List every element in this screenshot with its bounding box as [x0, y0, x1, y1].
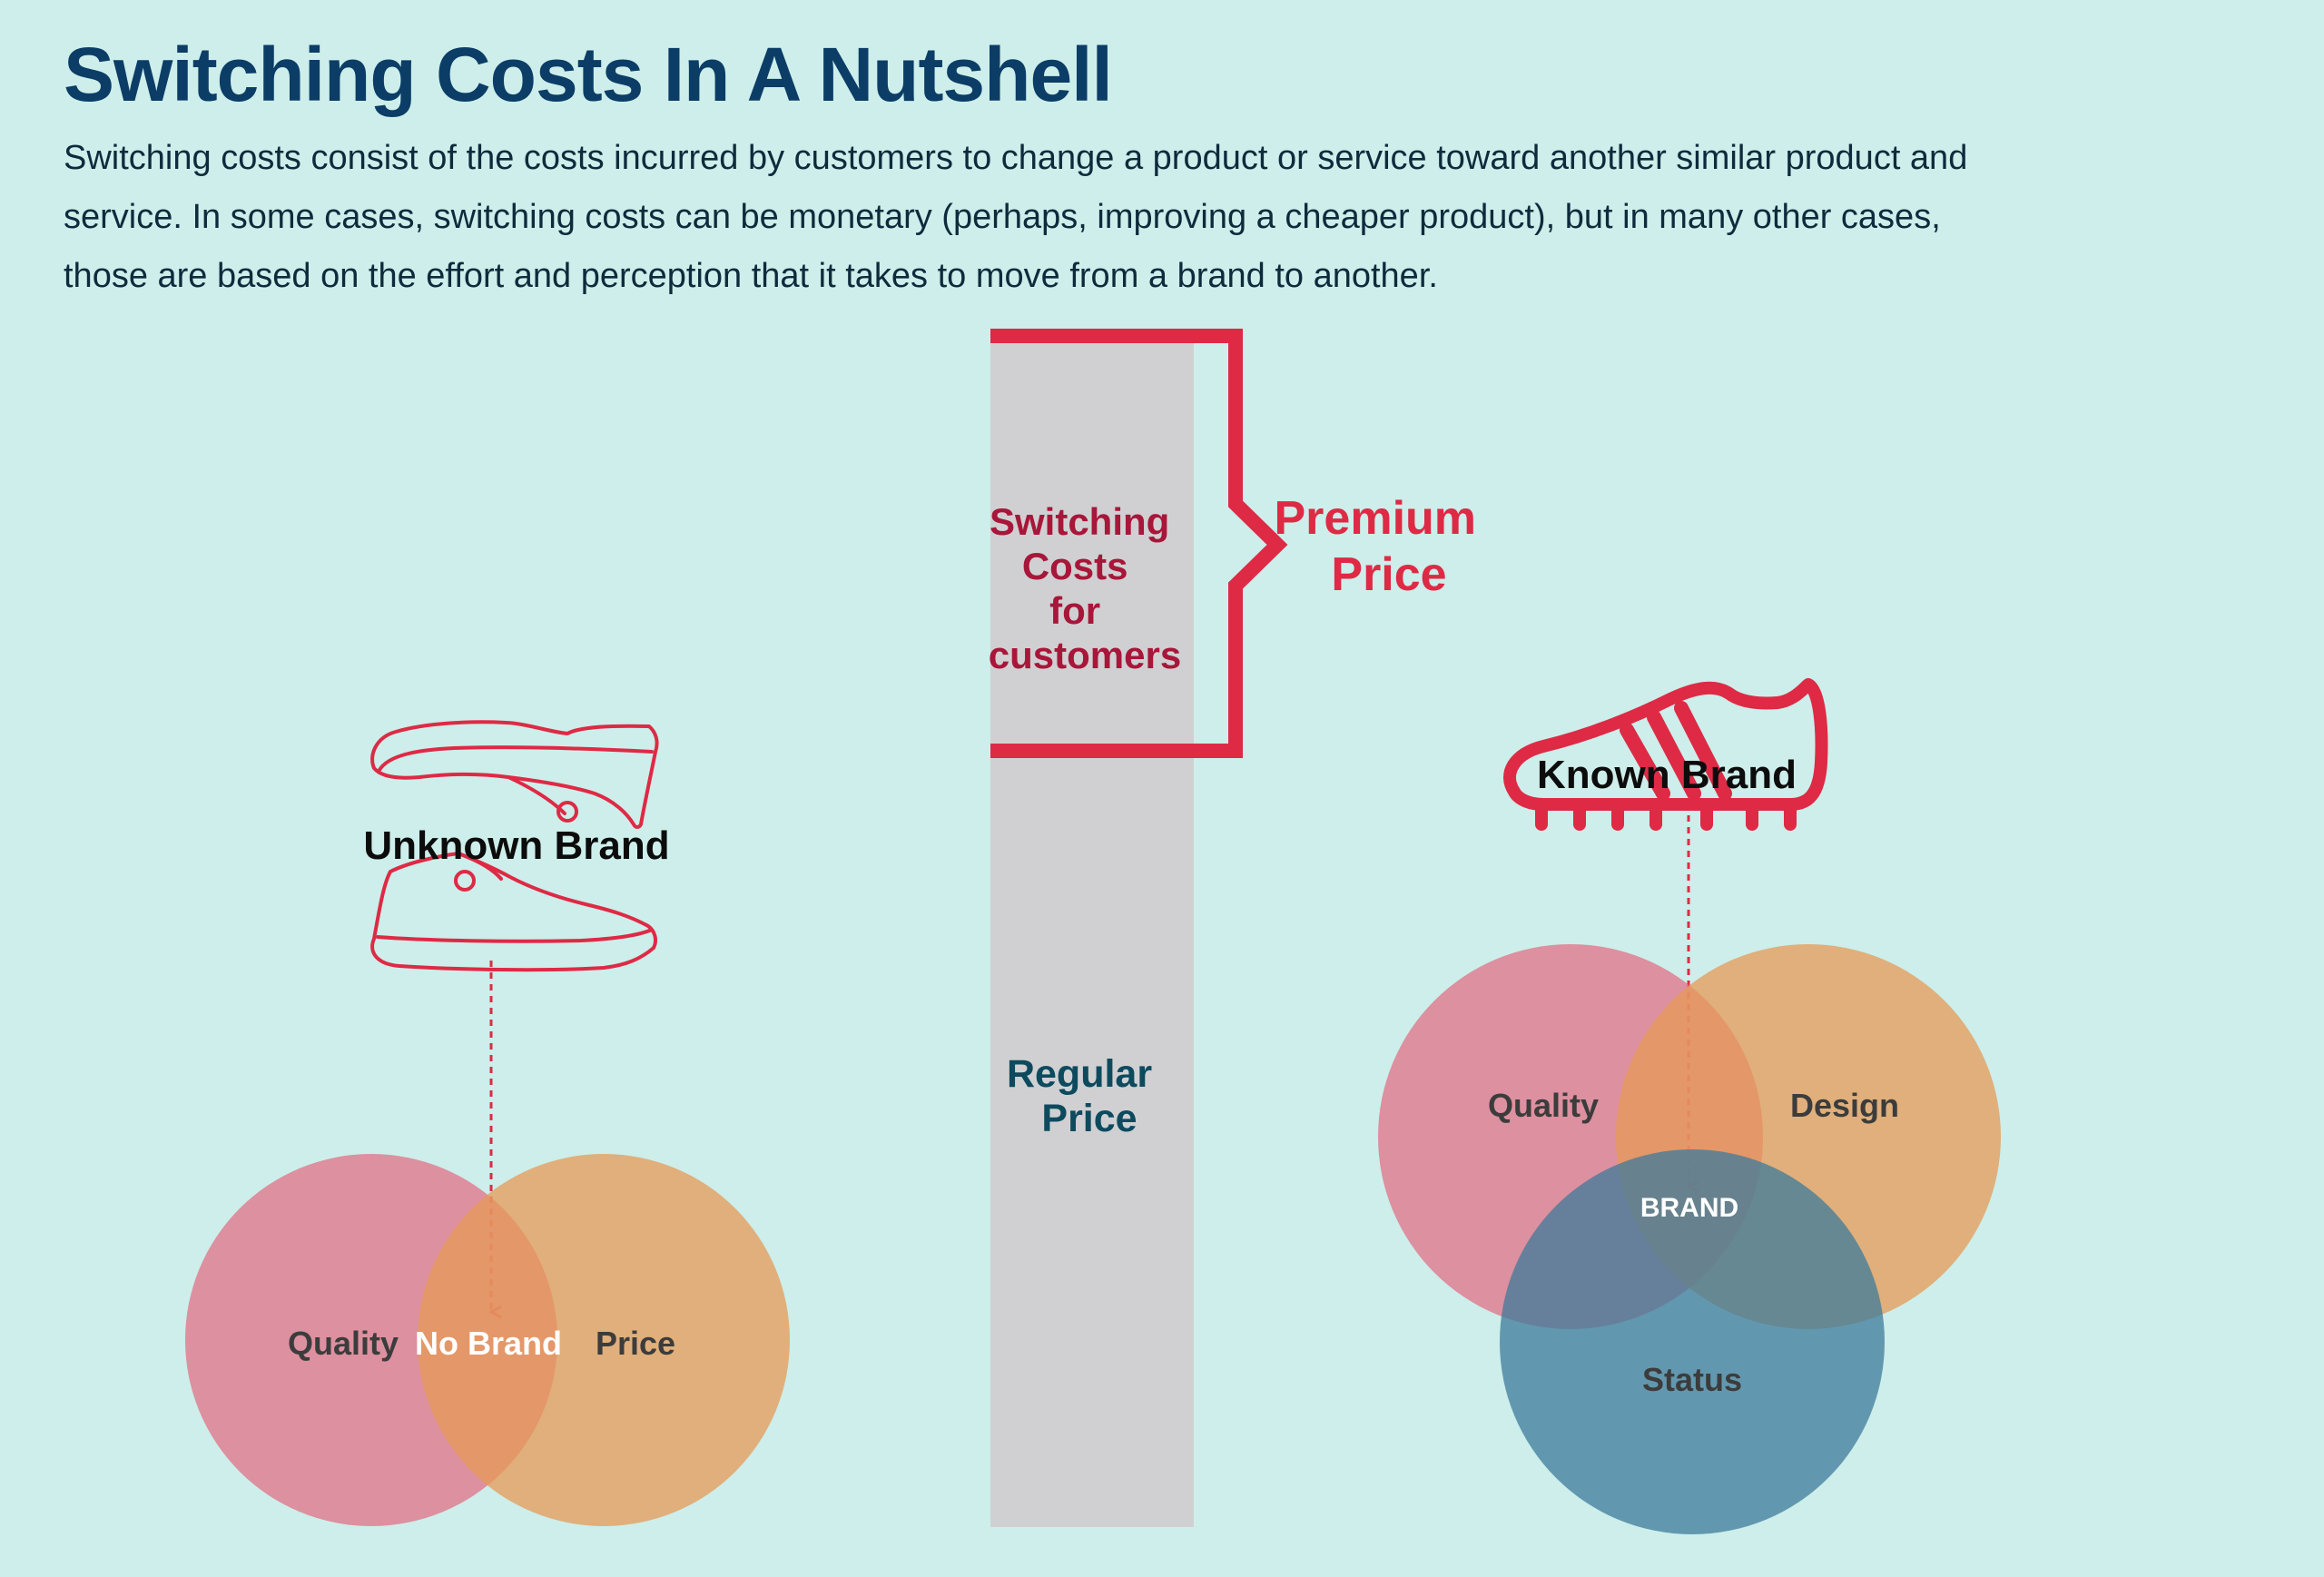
page-title: Switching Costs In A Nutshell [64, 32, 1113, 117]
sneaker-outline-icon [370, 720, 659, 972]
unknown-brand-venn: Quality No Brand Price [185, 1154, 790, 1526]
known-brand-group: Known Brand Quality Design Status BRAND [1378, 678, 2001, 1534]
price-bar: Switching Costs for customers Premium Pr… [989, 329, 1490, 1527]
regular-price-label: Regular Price [1007, 1052, 1163, 1140]
football-boot-icon [1503, 678, 1828, 831]
venn-label-quality: Quality [288, 1325, 399, 1362]
venn-circle-price [418, 1154, 790, 1526]
venn-label-no-brand: No Brand [415, 1325, 562, 1362]
unknown-brand-group: Unknown Brand Quality No Brand Price [185, 720, 790, 1526]
venn-label-brand: BRAND [1640, 1193, 1738, 1223]
venn-circle-status [1500, 1149, 1885, 1534]
known-brand-venn: Quality Design Status BRAND [1378, 944, 2001, 1534]
venn-label-design: Design [1790, 1087, 1899, 1124]
venn-label-quality: Quality [1488, 1087, 1599, 1124]
known-brand-label: Known Brand [1537, 753, 1797, 797]
venn-label-status: Status [1642, 1361, 1742, 1398]
venn-label-price: Price [596, 1325, 675, 1362]
premium-price-label: Premium Price [1275, 492, 1490, 601]
intro-paragraph: Switching costs consist of the costs inc… [64, 139, 1968, 295]
switching-costs-label: Switching Costs for customers [989, 500, 1181, 676]
price-bar-column [990, 334, 1194, 1527]
unknown-brand-label: Unknown Brand [363, 823, 669, 868]
premium-bracket [990, 329, 1288, 758]
